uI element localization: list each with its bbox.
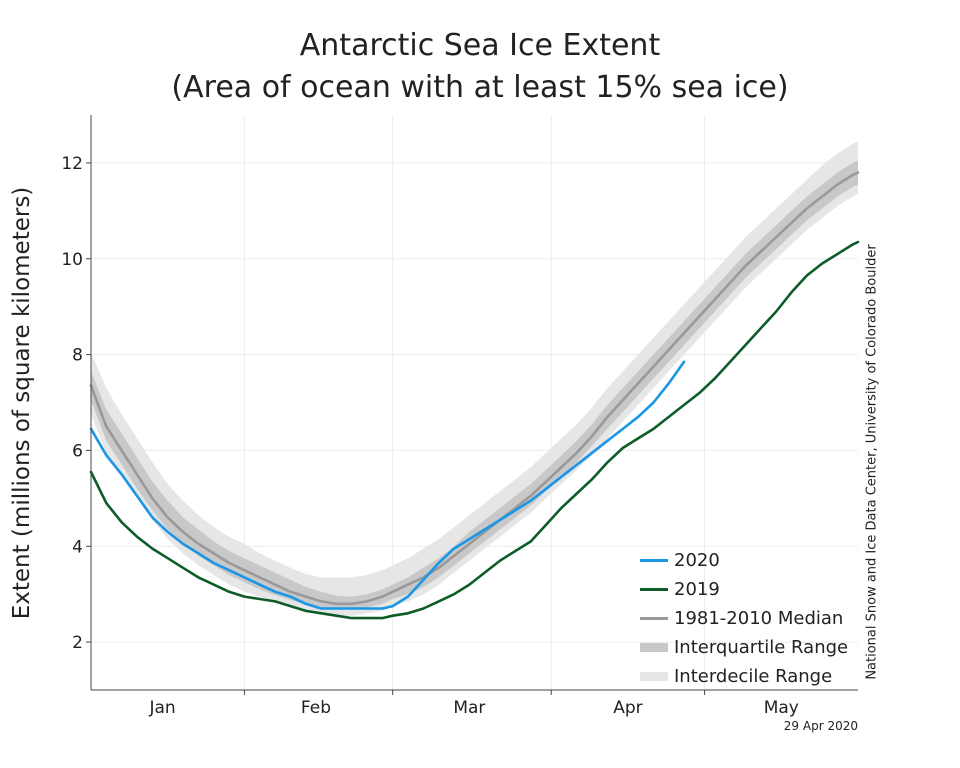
x-tick-label-may: May <box>764 698 799 718</box>
legend-item-interdecile: Interdecile Range <box>640 662 848 691</box>
x-tick-label-apr: Apr <box>613 698 642 718</box>
date-stamp: 29 Apr 2020 <box>783 719 858 733</box>
y-tick-label: 10 <box>61 250 83 270</box>
legend-swatch-interquartile <box>640 643 668 652</box>
y-tick-label: 8 <box>72 346 83 366</box>
interdecile-band <box>91 141 858 616</box>
y-axis-label: Extent (millions of square kilometers) <box>9 186 35 620</box>
legend-swatch-2019 <box>640 588 668 591</box>
series-line-1981-2010-median <box>89 171 860 606</box>
legend-item-2020: 2020 <box>640 546 848 575</box>
y-tick-label: 4 <box>72 537 83 557</box>
legend-label-interquartile: Interquartile Range <box>674 637 849 658</box>
y-tick-label: 12 <box>61 154 83 174</box>
y-tick-label: 2 <box>72 633 83 653</box>
x-tick-label-feb: Feb <box>301 698 331 718</box>
chart-subtitle: (Area of ocean with at least 15% sea ice… <box>171 70 789 105</box>
legend-item-median: 1981-2010 Median <box>640 604 848 633</box>
x-tick-label-mar: Mar <box>453 698 485 718</box>
legend-label-2019: 2019 <box>674 579 720 600</box>
interquartile-band <box>91 160 858 610</box>
legend: 2020 2019 1981-2010 Median Interquartile… <box>640 546 848 691</box>
legend-item-interquartile: Interquartile Range <box>640 633 848 662</box>
series-line-2020 <box>89 360 686 610</box>
legend-label-median: 1981-2010 Median <box>674 608 844 629</box>
y-tick-label: 6 <box>72 441 83 461</box>
legend-swatch-2020 <box>640 559 668 562</box>
legend-item-2019: 2019 <box>640 575 848 604</box>
legend-swatch-interdecile <box>640 672 668 681</box>
legend-label-2020: 2020 <box>674 550 720 571</box>
series-line-2019 <box>89 240 860 620</box>
credit-text: National Snow and Ice Data Center, Unive… <box>864 244 880 680</box>
chart-title: Antarctic Sea Ice Extent <box>299 28 661 63</box>
legend-label-interdecile: Interdecile Range <box>674 666 833 687</box>
x-tick-label-jan: Jan <box>148 698 175 718</box>
legend-swatch-median <box>640 617 668 620</box>
